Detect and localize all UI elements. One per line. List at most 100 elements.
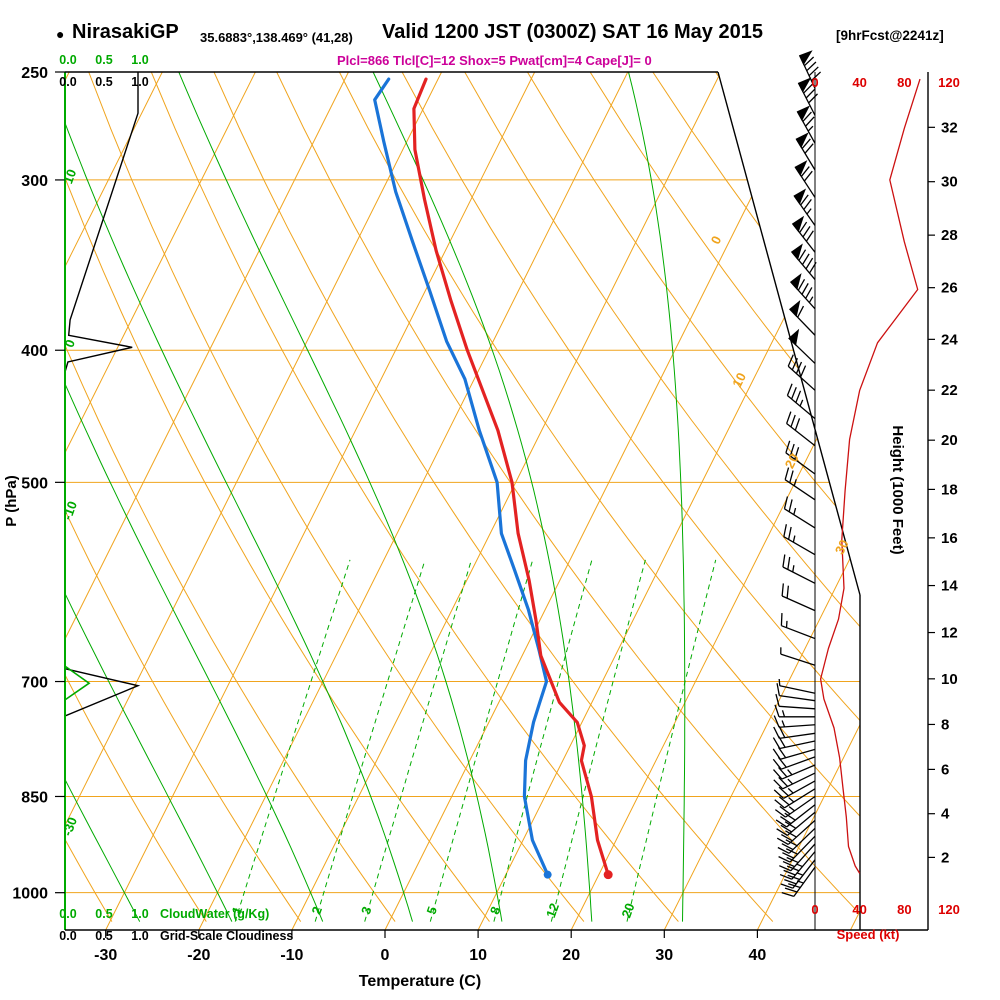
- wind-barb-feather: [780, 824, 792, 833]
- station-name: NirasakiGP: [72, 21, 179, 43]
- pressure-tick-label: 400: [21, 343, 48, 360]
- isotherm-line: [384, 72, 815, 930]
- wind-barb-feather: [801, 283, 809, 295]
- wind-barb-feather: [773, 779, 784, 790]
- isotherm-line: [850, 72, 860, 930]
- wind-barb-feather: [784, 879, 797, 885]
- wind-barb-pennant: [788, 328, 800, 346]
- cloudwater-profile: [64, 72, 91, 927]
- moist-adiabat-label: 0: [61, 337, 78, 349]
- wind-barb-feather: [799, 365, 807, 378]
- isotherm-line: [756, 72, 860, 930]
- wind-barb-staff: [787, 365, 816, 391]
- height-tick-label: 8: [941, 716, 949, 733]
- wind-barb-half-feather: [799, 399, 804, 407]
- cloudiness-scale-bottom: 0.5: [95, 929, 112, 943]
- height-tick-label: 28: [941, 227, 958, 244]
- wind-barb-feather: [784, 467, 790, 480]
- wind-barb-feather: [779, 805, 791, 815]
- height-tick-label: 32: [941, 119, 958, 136]
- wind-barb-feather: [810, 71, 822, 82]
- height-tick-label: 16: [941, 530, 958, 547]
- wind-barb-feather: [791, 358, 798, 371]
- mixing-ratio-line: [626, 559, 717, 922]
- wind-barb-feather: [791, 387, 797, 400]
- moist-adiabat-line: [178, 72, 503, 922]
- wind-barb-feather: [794, 447, 800, 460]
- dry-adiabat-line: [88, 72, 585, 922]
- temperature-axis-title: Temperature (C): [359, 973, 481, 990]
- wind-barb-half-feather: [788, 797, 795, 803]
- mixing-ratio-label: 8: [487, 904, 504, 916]
- isotherm-line: [65, 72, 256, 930]
- dry-adiabat-line: [966, 72, 1000, 922]
- wind-barb-staff: [790, 843, 816, 872]
- cloudwater-scale-bottom: 0.0: [59, 907, 76, 921]
- wind-barb-staff: [792, 859, 816, 889]
- wind-barb-feather: [805, 230, 814, 242]
- moist-adiabat-label: 10: [60, 167, 79, 186]
- wind-barb-feather: [787, 874, 800, 881]
- temperature-tick-label: 30: [655, 947, 673, 964]
- temperature-tick-label: -20: [187, 947, 210, 964]
- height-tick-label: 2: [941, 849, 949, 866]
- temperature-tick-label: -10: [280, 947, 303, 964]
- wind-barb-feather: [787, 526, 792, 540]
- wind-barb-feather: [797, 278, 806, 291]
- moist-adiabat-line: [65, 72, 141, 922]
- wind-barb-feather: [800, 166, 810, 177]
- pressure-tick-label: 850: [21, 789, 48, 806]
- wind-barb-feather: [776, 828, 788, 836]
- wind-barb-feather: [805, 88, 816, 99]
- wind-barb-feather: [795, 390, 802, 403]
- wind-barb-pennant: [793, 188, 807, 205]
- temperature-tick-label: 40: [749, 947, 767, 964]
- wind-barb-feather: [801, 138, 811, 149]
- wind-barb-feather: [805, 257, 814, 270]
- wind-barb-feather: [808, 93, 818, 104]
- wind-barb-staff: [780, 653, 816, 666]
- wind-barb-feather: [781, 833, 793, 842]
- wind-barb-feather: [798, 249, 807, 261]
- wind-barb-half-feather: [778, 678, 781, 686]
- wind-barb-feather: [774, 809, 786, 818]
- wind-barb-half-feather: [795, 863, 803, 868]
- wind-barb-feather: [784, 821, 797, 829]
- dry-adiabat-line: [338, 72, 860, 922]
- wind-barb-staff: [782, 772, 816, 790]
- wind-barb-feather: [803, 83, 813, 94]
- wind-barb-staff: [791, 851, 816, 880]
- wind-barb-feather: [785, 830, 797, 838]
- wind-barb-staff: [782, 566, 816, 584]
- height-tick-label: 12: [941, 625, 958, 642]
- moist-adiabat-label: -10: [60, 499, 81, 522]
- wind-barb-feather: [805, 116, 815, 127]
- height-tick-label: 6: [941, 761, 949, 778]
- isotherm-line: [105, 72, 536, 930]
- wind-barb-feather: [777, 756, 787, 768]
- mixing-ratio-line: [493, 559, 593, 922]
- wind-barb-feather: [781, 891, 795, 898]
- pressure-tick-label: 250: [21, 65, 48, 82]
- isotherm-label: 20: [782, 451, 802, 471]
- wind-barb-half-feather: [793, 507, 797, 515]
- wind-barb-feather: [773, 726, 780, 739]
- cloudiness-scale-bottom: 1.0: [131, 929, 148, 943]
- wind-barb-feather: [786, 383, 793, 396]
- height-tick-label: 26: [941, 280, 958, 297]
- wind-barb-staff: [779, 740, 816, 750]
- wind-barb-feather: [779, 865, 792, 872]
- wind-barb-staff: [779, 695, 816, 702]
- wind-barb-pennant: [796, 105, 810, 122]
- isotherm-line: [198, 72, 629, 930]
- dry-adiabat-line: [65, 72, 490, 922]
- wind-barb-pennant: [790, 243, 803, 261]
- wind-barb-half-feather: [787, 778, 794, 785]
- wind-barb-half-feather: [796, 872, 804, 876]
- moist-adiabat-line: [65, 72, 324, 922]
- wind-barb-feather: [801, 253, 810, 265]
- grid-lines: [65, 72, 1000, 930]
- wind-barb-pennant: [791, 215, 805, 233]
- wind-barb-pennant: [795, 132, 809, 149]
